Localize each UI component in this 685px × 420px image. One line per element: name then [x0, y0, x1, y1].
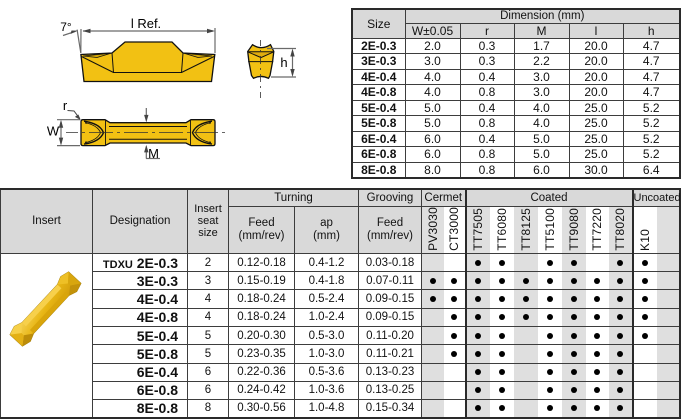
svg-text:7°: 7° [60, 20, 72, 34]
svg-text:W: W [47, 124, 60, 139]
svg-text:r: r [63, 98, 68, 113]
svg-text:M: M [148, 146, 159, 161]
svg-text:h: h [280, 55, 287, 70]
svg-text:l Ref.: l Ref. [131, 16, 161, 31]
